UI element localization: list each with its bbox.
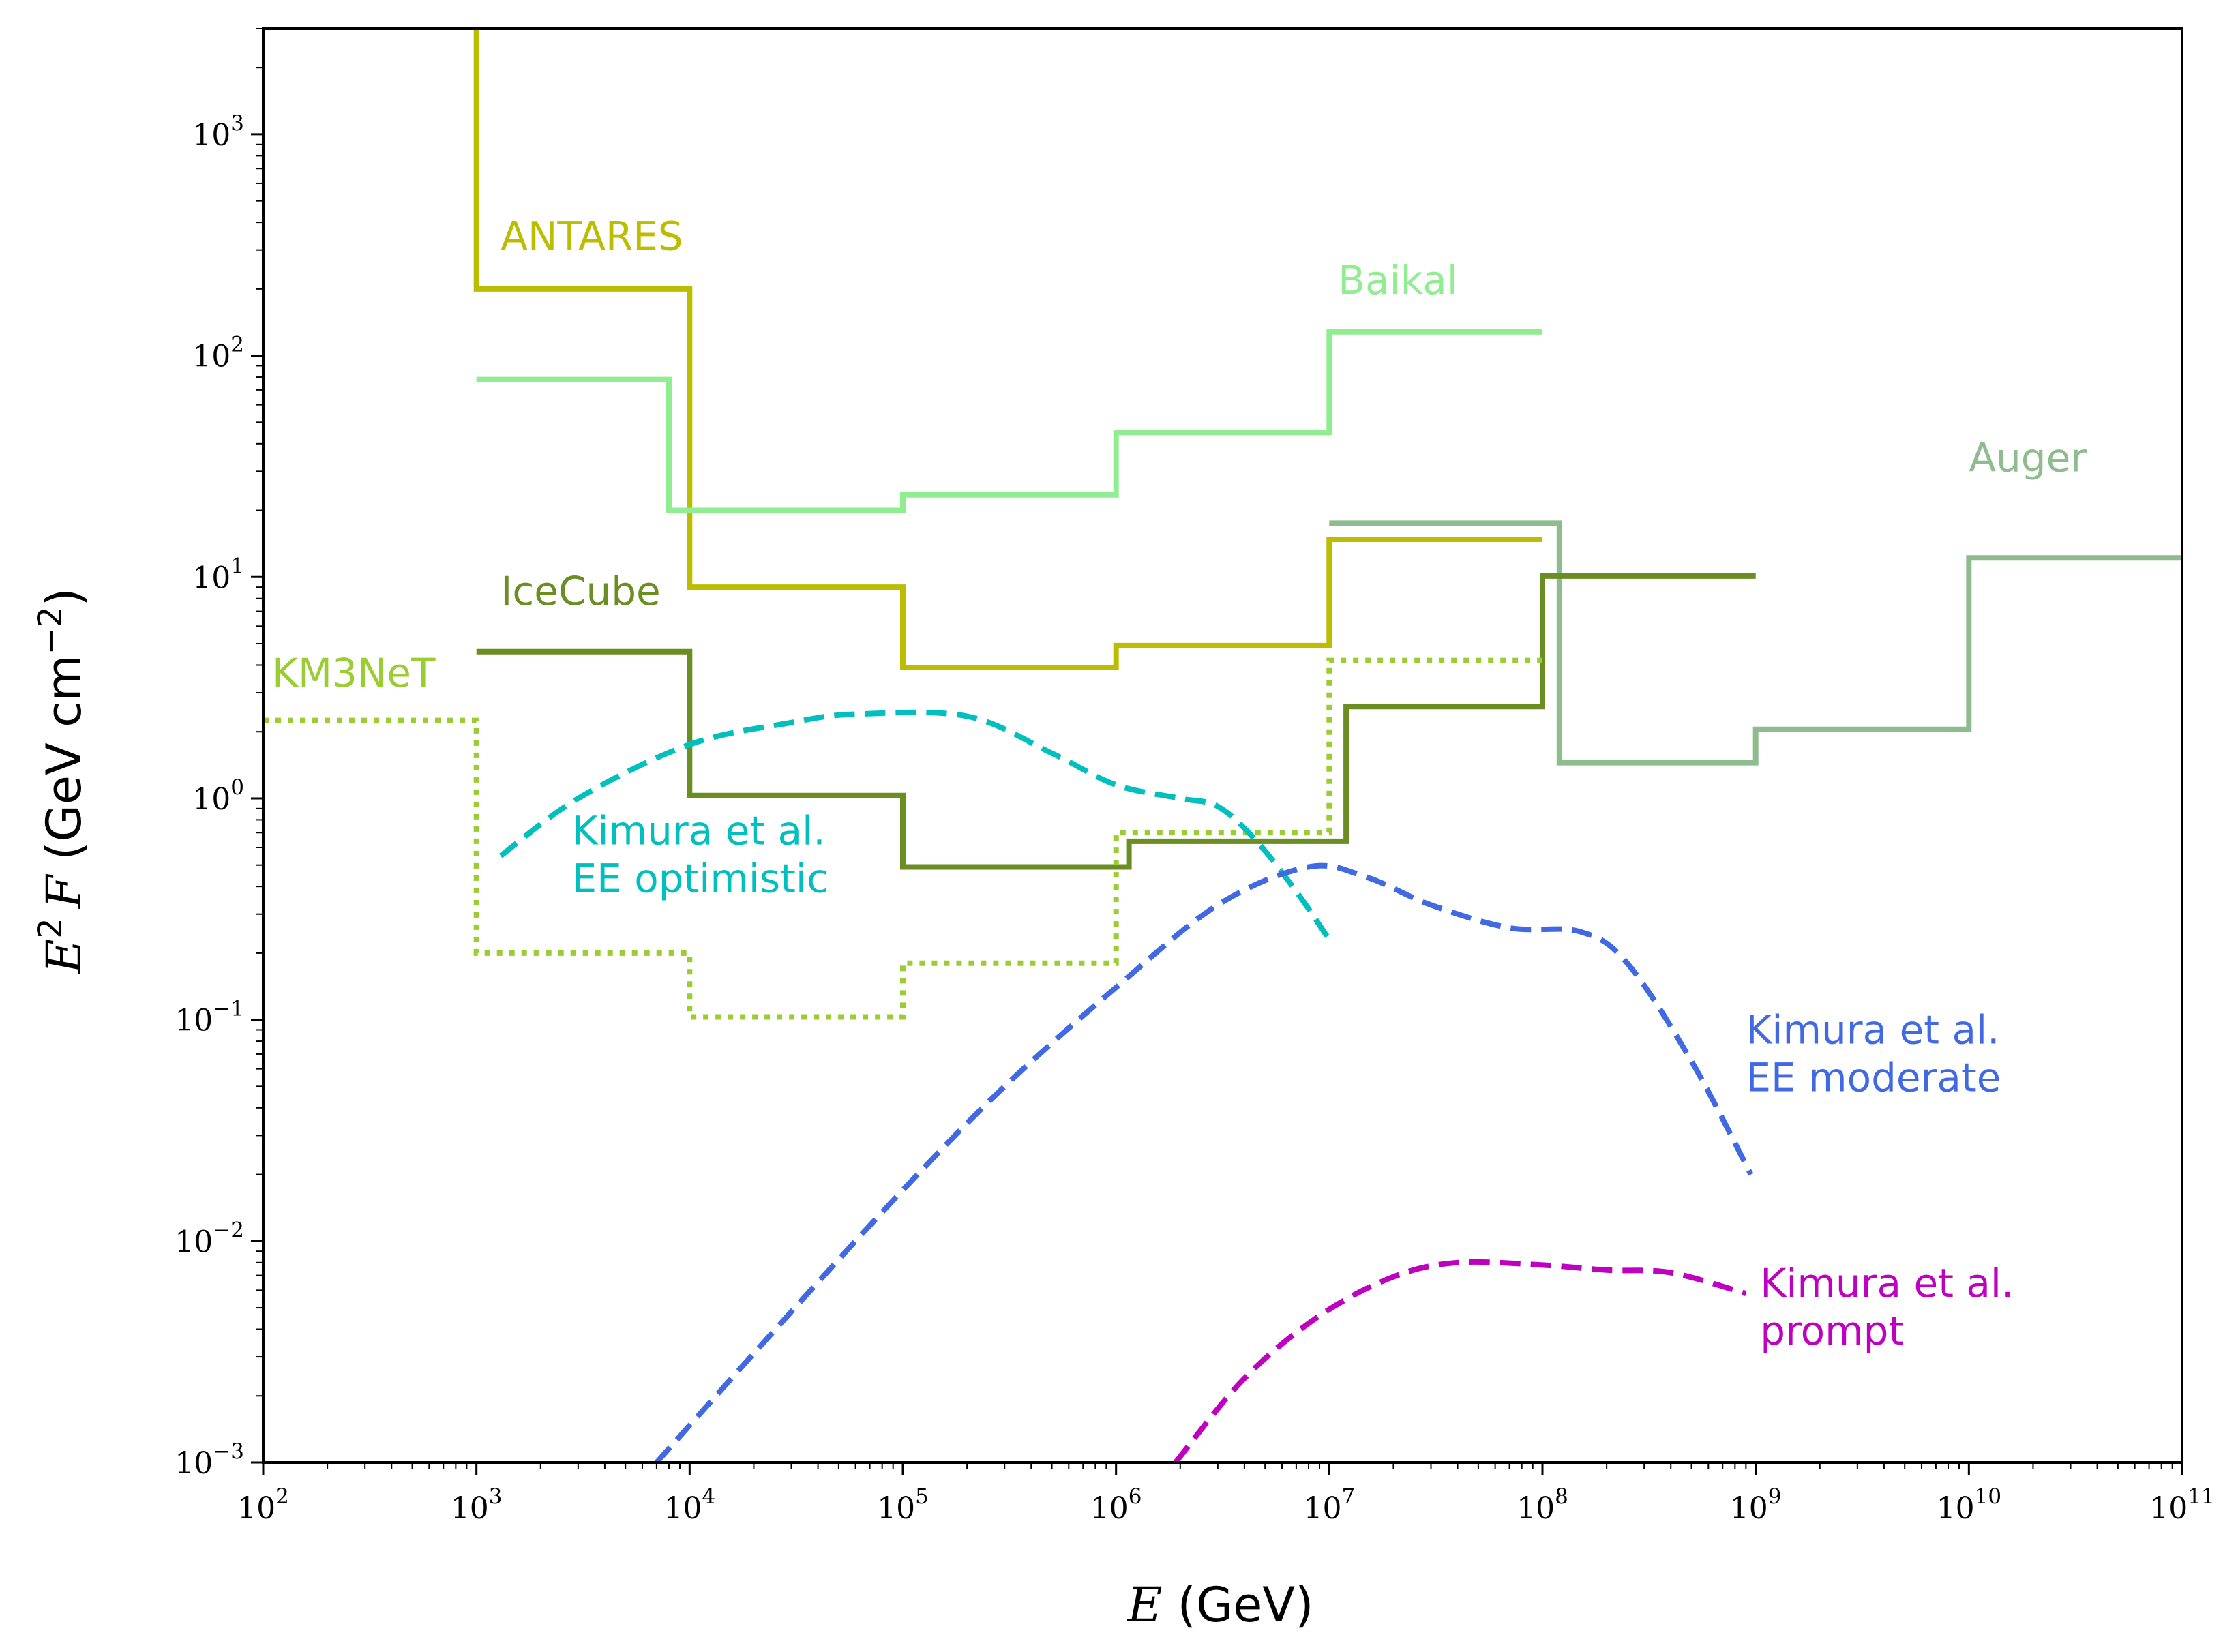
series-layer [263, 29, 2182, 1462]
x-tick-label: 109 [1730, 1484, 1782, 1526]
series-line-icecube [476, 573, 1756, 870]
y-tick-label: 101 [192, 554, 244, 595]
series-label: ANTARES [501, 213, 683, 260]
x-tick-label: 1011 [2149, 1484, 2214, 1526]
y-axis-title: E2F(GeV cm−2) [31, 588, 92, 975]
x-tick-label: 103 [451, 1484, 503, 1526]
x-tick-label: 106 [1090, 1484, 1142, 1526]
x-tick-label: 105 [877, 1484, 929, 1526]
y-tick-label: 10−2 [175, 1218, 244, 1259]
x-axis-title: E (GeV) [1127, 1577, 1314, 1633]
series-label: Kimura et al. EE moderate [1746, 1007, 2001, 1101]
y-tick-label: 102 [192, 333, 244, 374]
series-line-kimura-et-al-prompt [1173, 1259, 1747, 1462]
x-tick-label: 108 [1517, 1484, 1568, 1526]
x-tick-label: 104 [663, 1484, 715, 1526]
x-tick-label: 102 [237, 1484, 289, 1526]
series-label: KM3NeT [272, 650, 436, 696]
series-labels: ANTARES Baikal Auger IceCube KM3NeT Kimura et… [272, 213, 2087, 1354]
series-label: IceCube [501, 568, 660, 614]
x-tick-label: 1010 [1937, 1484, 2001, 1526]
series-line-auger [1329, 520, 2182, 766]
y-tick-label: 103 [192, 111, 244, 153]
series-line-kimura-et-al-ee-optimistic [498, 709, 1332, 942]
y-tick-label: 10−3 [175, 1439, 244, 1481]
y-tick-label: 100 [192, 775, 244, 817]
x-tick-label: 107 [1303, 1484, 1355, 1526]
series-line-km3net [263, 657, 1542, 1020]
series-line-antares [473, 29, 1542, 670]
series-label: Auger [1969, 434, 2087, 481]
series-label: Kimura et al. prompt [1760, 1260, 2014, 1354]
plot-frame [262, 27, 2183, 1464]
tick-labels: 102 103 104 105 106 107 108 109 1010 1011 10−3 10−2… [175, 111, 2214, 1526]
series-line-baikal [476, 329, 1542, 513]
series-line-kimura-et-al-ee-moderate [654, 862, 1754, 1462]
series-label: Baikal [1338, 257, 1458, 303]
series-label: Kimura et al. EE optimistic [571, 807, 828, 901]
y-tick-label: 10−1 [175, 997, 244, 1038]
